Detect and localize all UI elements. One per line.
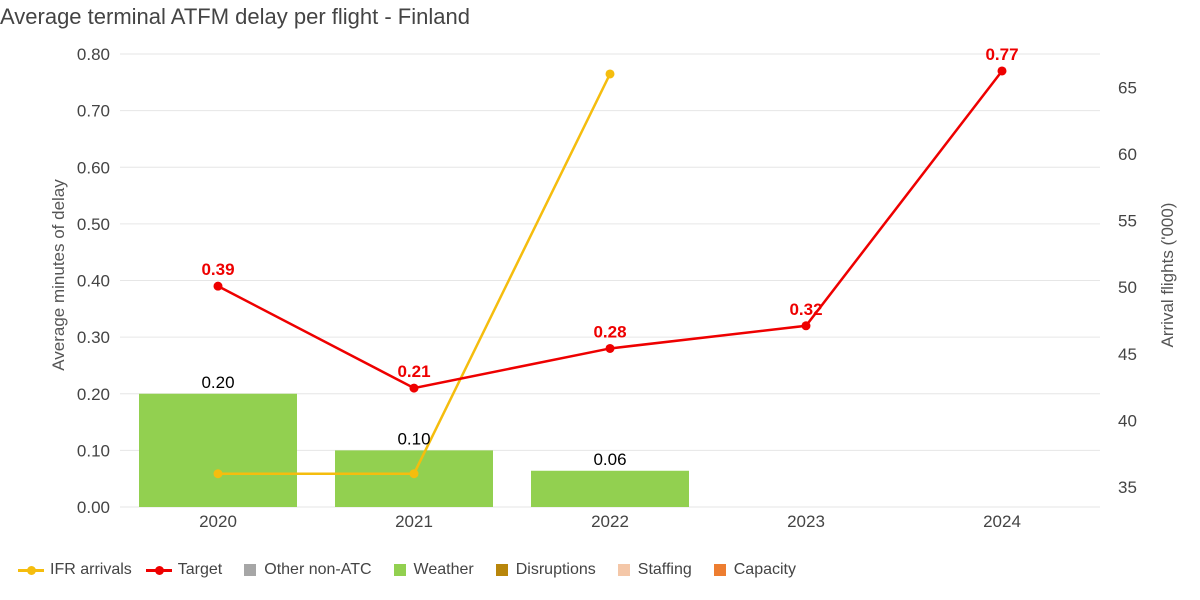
- axis-ticks: 0.00 0.10 0.20 0.30 0.40 0.50 0.60 0.70 0.80 35 40…: [77, 45, 1137, 531]
- y-left-tick-label: 0.80: [77, 45, 110, 64]
- y-left-tick-label: 0.50: [77, 215, 110, 234]
- legend-label: Staffing: [637, 561, 692, 578]
- legend-dot: [27, 565, 36, 575]
- y-left-tick-label: 0.00: [77, 498, 110, 517]
- weather-bar: [531, 470, 689, 507]
- target-value-label: 0.32: [789, 300, 822, 319]
- y-left-tick-label: 0.10: [77, 441, 110, 460]
- ifr-arrivals-point: [605, 69, 615, 79]
- legend-label: IFR arrivals: [50, 561, 132, 578]
- target-value-label: 0.21: [397, 362, 430, 381]
- y-left-tick-label: 0.60: [77, 158, 110, 177]
- data-labels: 0.20 0.10 0.06 0.39 0.21 0.28 0.32 0.77: [201, 45, 1018, 469]
- target-value-label: 0.28: [593, 322, 626, 341]
- y-right-tick-label: 35: [1118, 478, 1137, 497]
- legend-item[interactable]: Staffing: [610, 561, 692, 579]
- legend-box-swatch: [617, 564, 630, 576]
- y-axis-right-title: Arrival flights ('000): [1158, 203, 1177, 348]
- y-left-tick-label: 0.30: [77, 328, 110, 347]
- y-left-tick-label: 0.20: [77, 385, 110, 404]
- x-tick-label: 2021: [395, 512, 433, 531]
- legend-item[interactable]: IFR arrivals: [18, 561, 132, 579]
- weather-bars: [139, 393, 689, 507]
- y-right-tick-label: 60: [1118, 145, 1137, 164]
- legend-item[interactable]: Disruptions: [488, 561, 596, 579]
- y-right-tick-label: 50: [1118, 278, 1137, 297]
- target-point: [997, 66, 1007, 76]
- target-point: [409, 383, 419, 393]
- x-tick-label: 2022: [591, 512, 629, 531]
- legend-label: Capacity: [733, 561, 796, 578]
- target-value-label: 0.39: [201, 260, 234, 279]
- legend-line-swatch: [18, 565, 44, 575]
- legend-item[interactable]: Weather: [386, 561, 474, 579]
- y-right-tick-label: 45: [1118, 345, 1137, 364]
- y-right-tick-label: 55: [1118, 212, 1137, 231]
- bar-value-label: 0.10: [397, 429, 430, 448]
- legend-box-swatch: [495, 564, 508, 576]
- weather-bar: [335, 450, 493, 507]
- target-point: [801, 321, 811, 331]
- legend-label: Disruptions: [515, 561, 596, 578]
- weather-bar: [139, 393, 297, 507]
- legend-box-swatch: [713, 564, 726, 576]
- series-lines: [213, 66, 1007, 479]
- x-tick-label: 2020: [199, 512, 237, 531]
- legend-label: Weather: [413, 561, 474, 578]
- legend-item[interactable]: Capacity: [706, 561, 796, 579]
- bar-value-label: 0.06: [593, 450, 626, 469]
- x-tick-label: 2024: [983, 512, 1021, 531]
- legend-label: Target: [177, 561, 223, 578]
- legend-box-swatch: [393, 564, 406, 576]
- target-point: [605, 343, 615, 353]
- ifr-arrivals-point: [213, 469, 223, 479]
- y-right-tick-label: 65: [1118, 78, 1137, 97]
- x-tick-label: 2023: [787, 512, 825, 531]
- bar-value-label: 0.20: [201, 373, 234, 392]
- legend-label: Other non-ATC: [264, 561, 372, 578]
- legend-box-swatch: [244, 564, 257, 576]
- legend-line-swatch: [145, 565, 172, 575]
- target-value-label: 0.77: [985, 45, 1018, 64]
- ifr-arrivals-point: [409, 469, 419, 479]
- y-left-tick-label: 0.40: [77, 272, 110, 291]
- legend-item[interactable]: Target: [145, 561, 223, 579]
- y-axis-left-title: Average minutes of delay: [49, 179, 68, 371]
- y-left-tick-label: 0.70: [77, 102, 110, 121]
- target-point: [213, 281, 223, 291]
- legend-dot: [154, 565, 164, 575]
- chart-legend: IFR arrivals Target Other non-ATC Weather Di…: [18, 561, 810, 579]
- chart-title: Average terminal ATFM delay per flight -…: [0, 4, 470, 29]
- legend-item[interactable]: Other non-ATC: [236, 561, 372, 579]
- y-right-tick-label: 40: [1118, 411, 1137, 430]
